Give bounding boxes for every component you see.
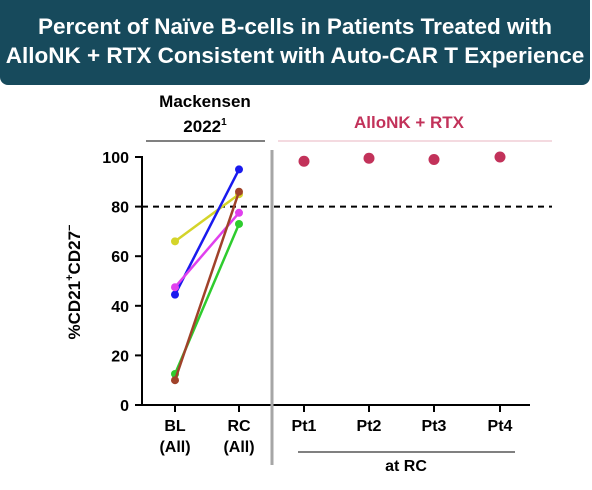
y-axis-title: %CD21+CD27− <box>64 225 84 340</box>
x-tick-label-line1: BL <box>164 418 186 435</box>
allonk-data-point <box>494 151 506 163</box>
series-line <box>174 193 240 243</box>
data-point-bl <box>171 376 179 385</box>
right-panel-points <box>298 151 506 167</box>
x-tick-label-line2: (All) <box>159 439 190 456</box>
title-banner: Percent of Naïve B-cells in Patients Tre… <box>0 0 590 85</box>
series-line <box>174 211 240 289</box>
x-tick-label: Pt2 <box>357 418 382 435</box>
data-point-rc <box>235 219 243 228</box>
data-point-bl <box>171 283 179 292</box>
y-tick-label: 0 <box>120 398 129 415</box>
reference-superscript: 1 <box>221 117 227 128</box>
y-tick-label: 100 <box>102 150 129 167</box>
right-x-labels: Pt1 Pt2 Pt3 Pt4 <box>292 405 513 435</box>
x-tick-label: Pt4 <box>488 418 513 435</box>
left-x-labels: BL (All) RC (All) <box>159 405 255 456</box>
x-tick-label: Pt3 <box>422 418 447 435</box>
y-ticks: 0 20 40 60 80 100 <box>102 150 142 415</box>
title-line-1: Percent of Naïve B-cells in Patients Tre… <box>38 14 552 39</box>
x-tick-label: Pt1 <box>292 418 317 435</box>
group-label: at RC <box>385 458 427 475</box>
y-tick-label: 60 <box>111 249 129 266</box>
data-point-rc <box>235 187 243 196</box>
allonk-data-point <box>363 152 375 164</box>
y-tick-label: 40 <box>111 299 129 316</box>
data-point-rc <box>235 165 243 174</box>
data-point-bl <box>171 237 179 246</box>
allonk-data-point <box>298 155 310 167</box>
title-line-2: AlloNK + RTX Consistent with Auto-CAR T … <box>5 43 585 68</box>
data-point-bl <box>171 290 179 299</box>
y-tick-label: 80 <box>111 200 129 217</box>
series-line <box>173 191 241 381</box>
left-panel-header-year: 20221 <box>183 117 227 136</box>
left-panel-header-line1: Mackensen <box>159 92 251 111</box>
y-tick-label: 20 <box>111 348 129 365</box>
right-panel-header: AlloNK + RTX <box>354 113 465 132</box>
data-point-rc <box>235 208 243 217</box>
x-tick-label-line1: RC <box>227 418 251 435</box>
left-panel-series <box>171 165 243 385</box>
allonk-data-point <box>428 153 440 165</box>
x-tick-label-line2: (All) <box>223 439 254 456</box>
